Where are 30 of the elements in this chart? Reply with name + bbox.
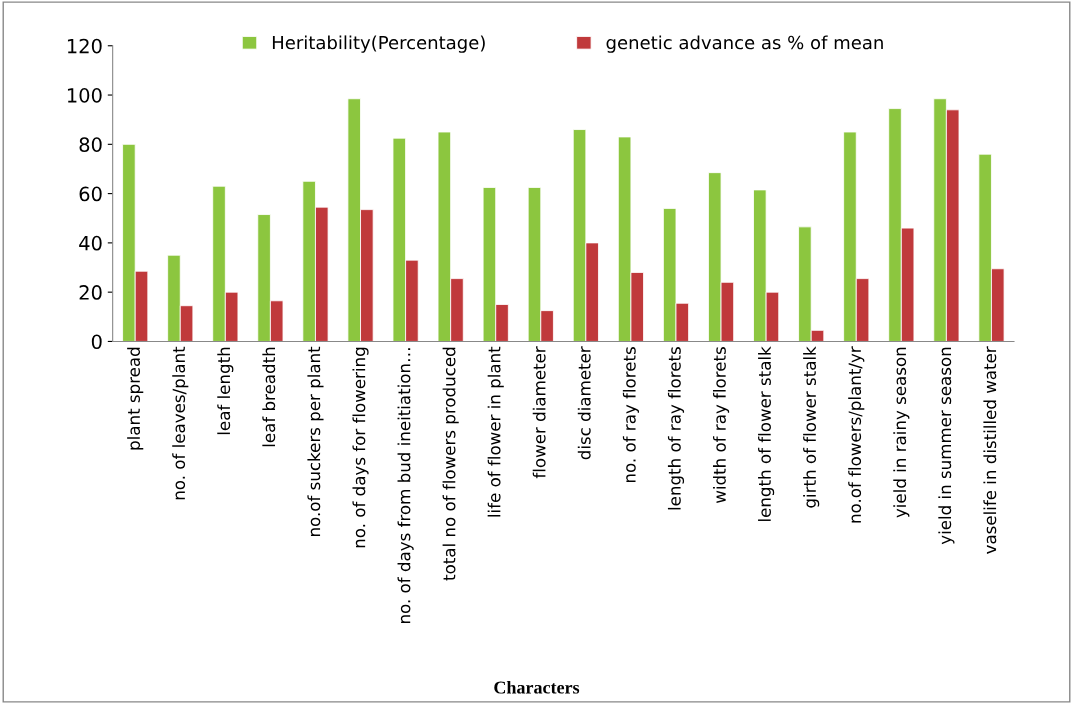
- x-tick-label: plant spread: [127, 347, 144, 450]
- x-tick-label: leaf length: [217, 347, 234, 435]
- x-tick-label: no. of leaves/plant: [172, 346, 189, 500]
- x-tick-label: disc diameter: [577, 346, 591, 460]
- x-tick-label: no. of days from bud ineitiation…: [397, 348, 414, 623]
- y-tick-label: 40: [79, 235, 102, 251]
- x-tick-label: no. of days for flowering: [352, 347, 369, 548]
- x-tick-label: width of ray florets: [712, 347, 730, 504]
- x-tick-label: flower diameter: [532, 346, 546, 479]
- x-tick-label: no. of ray florets: [622, 347, 639, 483]
- x-tick-label: no.of flowers/plant/yr: [848, 346, 865, 523]
- x-tick-label: length of flower stalk: [758, 346, 775, 521]
- y-tick-label: 120: [67, 38, 102, 54]
- x-tick-label: leaf breadth: [262, 347, 276, 447]
- y-tick-label: 20: [79, 285, 102, 300]
- x-tick-label: vaselife in distilled water: [983, 346, 997, 554]
- y-tick-label: 60: [79, 186, 102, 202]
- x-tick-label: girth of flower stalk: [803, 346, 820, 508]
- x-tick-label: length of ray florets: [667, 347, 685, 510]
- legend-label: Heritability(Percentage): [272, 35, 485, 53]
- x-tick-label: life of flower in plant: [487, 346, 504, 517]
- y-tick-label: 0: [91, 334, 102, 350]
- x-tick-label: total no of flowers produced: [442, 347, 459, 581]
- y-tick-label: 80: [79, 137, 102, 152]
- x-tick-label: yield in summer season: [938, 347, 955, 545]
- x-axis-title: Characters: [494, 680, 580, 694]
- y-tick-label: 100: [67, 88, 102, 103]
- x-tick-label: yield in rainy season: [893, 347, 910, 518]
- legend-label: genetic advance as % of mean: [606, 35, 883, 53]
- x-tick-label: no.of suckers per plant: [307, 346, 324, 536]
